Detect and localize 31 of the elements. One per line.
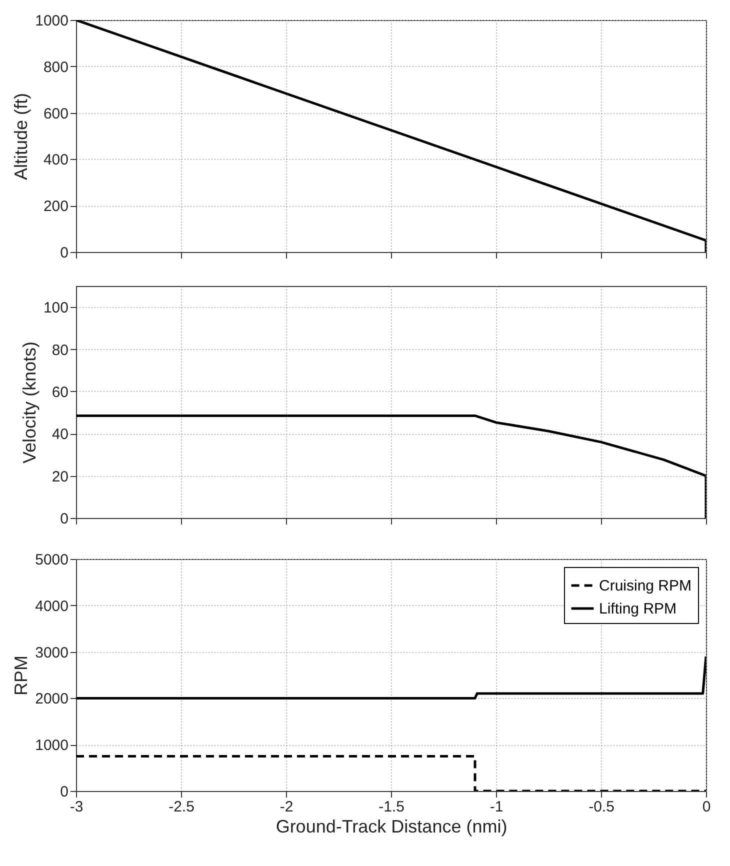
legend-label: Cruising RPM <box>599 578 692 594</box>
y-axis-title: Velocity (knots) <box>19 341 40 464</box>
y-tick-label: 200 <box>43 198 68 216</box>
y-tick-label: 600 <box>43 105 68 122</box>
x-tick-label: -0.5 <box>588 798 614 816</box>
x-tick-label: -3 <box>70 798 84 816</box>
x-tick-label: -2 <box>280 798 294 816</box>
y-tick-label: 4000 <box>35 598 68 615</box>
y-tick-label: 40 <box>52 426 68 444</box>
y-tick-label: 1000 <box>35 12 68 30</box>
y-tick-label: 3000 <box>35 644 68 662</box>
y-axis-title: Altitude (ft) <box>11 92 32 180</box>
y-tick-label: 20 <box>52 468 68 486</box>
y-tick-label: 2000 <box>35 690 68 708</box>
x-tick-label: -2.5 <box>168 798 194 816</box>
x-axis-title: Ground-Track Distance (nmi) <box>276 816 508 836</box>
y-tick-label: 80 <box>52 342 68 359</box>
y-tick-label: 60 <box>52 384 68 401</box>
y-tick-label: 800 <box>43 58 68 76</box>
y-axis-title: RPM <box>11 656 32 696</box>
x-tick-label: 0 <box>702 798 711 816</box>
legend-label: Lifting RPM <box>599 600 677 618</box>
y-tick-label: 100 <box>43 300 68 317</box>
y-tick-label: 0 <box>60 784 68 800</box>
y-tick-label: 0 <box>60 244 68 262</box>
y-tick-label: 1000 <box>35 737 68 754</box>
x-tick-label: -1 <box>490 798 504 816</box>
y-tick-label: 5000 <box>35 552 68 568</box>
y-tick-label: 400 <box>43 152 68 169</box>
x-tick-label: -1.5 <box>378 798 404 816</box>
y-tick-label: 0 <box>60 510 68 528</box>
